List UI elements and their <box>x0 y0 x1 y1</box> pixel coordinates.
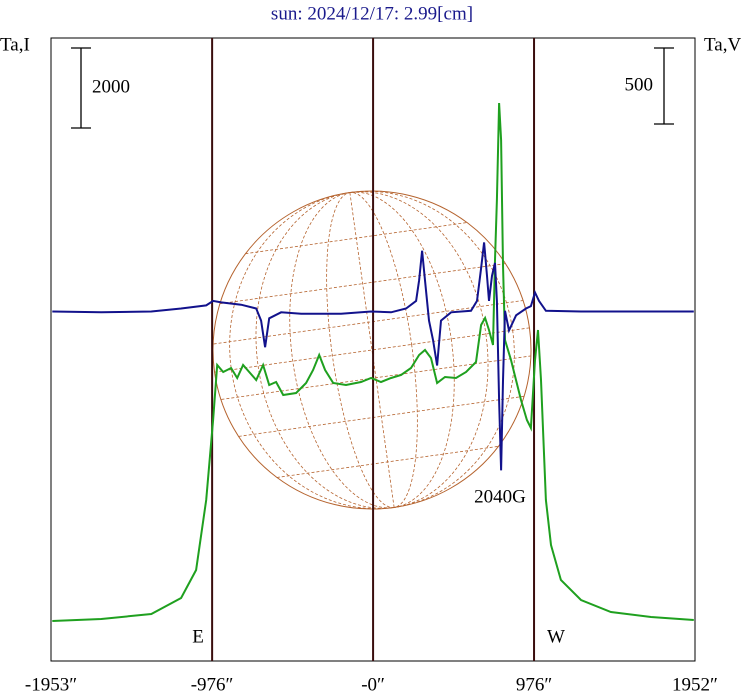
sun-disk <box>212 190 532 510</box>
x-tick-label: 976″ <box>516 674 552 695</box>
annotation: W <box>547 626 565 647</box>
x-tick-label: -976″ <box>191 674 234 695</box>
x-tick-label: -1953″ <box>25 674 77 695</box>
series-line <box>52 102 694 622</box>
y-axis-label: Ta,I <box>0 34 30 55</box>
series-line <box>52 242 694 471</box>
annotation: 2040G <box>474 486 526 507</box>
scale-bar <box>654 47 674 125</box>
x-tick-label: 1952″ <box>672 674 718 695</box>
scale-bar <box>71 47 91 129</box>
chart-title: sun: 2024/12/17: 2.99[cm] <box>271 3 473 24</box>
annotation: E <box>192 626 204 647</box>
scale-bar-label: 500 <box>625 74 654 95</box>
scale-bar-label: 2000 <box>92 76 130 97</box>
x-tick-label: -0″ <box>361 674 385 695</box>
y2-axis-label: Ta,V <box>704 34 741 55</box>
